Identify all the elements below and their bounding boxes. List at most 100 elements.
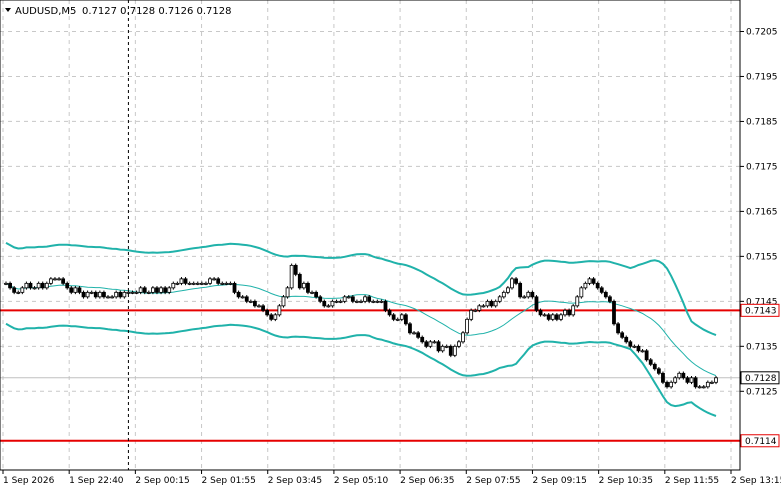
candle-body xyxy=(379,300,384,303)
candle-body xyxy=(628,341,633,347)
candle xyxy=(277,304,282,317)
candle-body xyxy=(146,291,151,294)
price-axis[interactable]: 0.7205 0.7195 0.7185 0.7175 0.7165 0.7155 0.71… xyxy=(740,27,778,397)
candle xyxy=(12,286,17,295)
candle-body xyxy=(306,282,310,293)
candle xyxy=(118,290,123,299)
candle-body xyxy=(412,332,416,335)
candle xyxy=(693,376,698,389)
y-tick-label: 0.7185 xyxy=(746,117,778,127)
candle xyxy=(261,304,265,313)
candle-body xyxy=(310,291,314,294)
candle xyxy=(204,281,208,286)
candle xyxy=(36,281,41,290)
candle-body xyxy=(355,300,359,303)
candle-body xyxy=(253,300,257,307)
plot-frame xyxy=(0,0,741,471)
candle-body xyxy=(644,350,649,361)
candle xyxy=(265,308,270,317)
candle-body xyxy=(477,305,482,311)
candle-body xyxy=(130,291,135,294)
candle xyxy=(297,272,302,290)
candle xyxy=(567,308,572,317)
candle xyxy=(20,286,25,295)
candle xyxy=(403,313,408,326)
candle-body xyxy=(391,314,396,320)
candle-body xyxy=(497,296,502,302)
candle xyxy=(391,313,396,322)
candle xyxy=(240,295,245,299)
x-tick-label: 2 Sep 13:15 xyxy=(731,476,781,486)
candle-body xyxy=(710,381,714,384)
candle xyxy=(163,286,168,295)
candle-body xyxy=(89,291,94,294)
candle-body xyxy=(61,278,66,284)
candle xyxy=(216,277,221,286)
level-badge-text: 0.7143 xyxy=(745,306,777,316)
candle-body xyxy=(44,282,49,289)
candle-body xyxy=(57,278,61,281)
candle-body xyxy=(640,350,645,353)
candle xyxy=(212,277,217,281)
candles xyxy=(4,263,718,389)
candle xyxy=(477,304,482,313)
candle-body xyxy=(697,386,702,389)
candle xyxy=(412,331,416,335)
candle-body xyxy=(297,273,302,289)
candle xyxy=(644,349,649,362)
candle xyxy=(257,304,261,308)
candle-body xyxy=(656,368,661,374)
candle xyxy=(293,263,298,277)
candle-body xyxy=(167,287,172,293)
horizontal-levels[interactable] xyxy=(0,309,740,442)
candle-body xyxy=(126,291,131,294)
candle xyxy=(559,313,563,322)
candle-body xyxy=(661,372,665,383)
candle-body xyxy=(465,318,469,334)
candle xyxy=(69,286,74,295)
candle xyxy=(171,281,176,290)
level-badge-text: 0.7114 xyxy=(745,437,777,447)
candle-body xyxy=(110,296,114,299)
candle xyxy=(616,322,620,335)
candle-body xyxy=(261,305,265,311)
candle xyxy=(269,313,274,322)
candle xyxy=(318,295,323,304)
candle xyxy=(395,317,400,322)
candle-body xyxy=(289,264,294,289)
candle xyxy=(436,340,441,353)
candle-body xyxy=(363,296,367,302)
candle-body xyxy=(522,296,527,299)
candle xyxy=(522,295,527,299)
candle xyxy=(342,295,347,304)
candle-body xyxy=(689,377,694,383)
x-tick-label: 2 Sep 05:10 xyxy=(334,476,389,486)
time-axis[interactable]: 1 Sep 2026 1 Sep 22:40 2 Sep 00:15 2 Sep 01… xyxy=(2,470,781,486)
candle-body xyxy=(518,282,523,298)
candle xyxy=(432,340,437,344)
candle-body xyxy=(122,291,127,298)
candle-body xyxy=(81,291,86,298)
candle xyxy=(97,290,102,299)
candle xyxy=(244,295,249,304)
candle xyxy=(106,295,110,299)
candle xyxy=(583,281,588,290)
candle-body xyxy=(314,291,319,298)
candle-body xyxy=(16,291,21,294)
candle-body xyxy=(501,291,506,298)
candle-body xyxy=(12,287,17,293)
triangle-down-icon[interactable] xyxy=(5,8,11,12)
candle-body xyxy=(620,332,625,338)
candle-body xyxy=(457,341,461,347)
candle xyxy=(416,331,421,340)
candle xyxy=(420,335,425,344)
candle-body xyxy=(159,287,163,293)
x-tick-label: 2 Sep 09:15 xyxy=(532,476,586,486)
candle-body xyxy=(591,278,596,284)
candle xyxy=(424,340,429,349)
lower-band xyxy=(5,322,717,417)
candle-body xyxy=(608,296,612,302)
candle-body xyxy=(220,282,225,285)
